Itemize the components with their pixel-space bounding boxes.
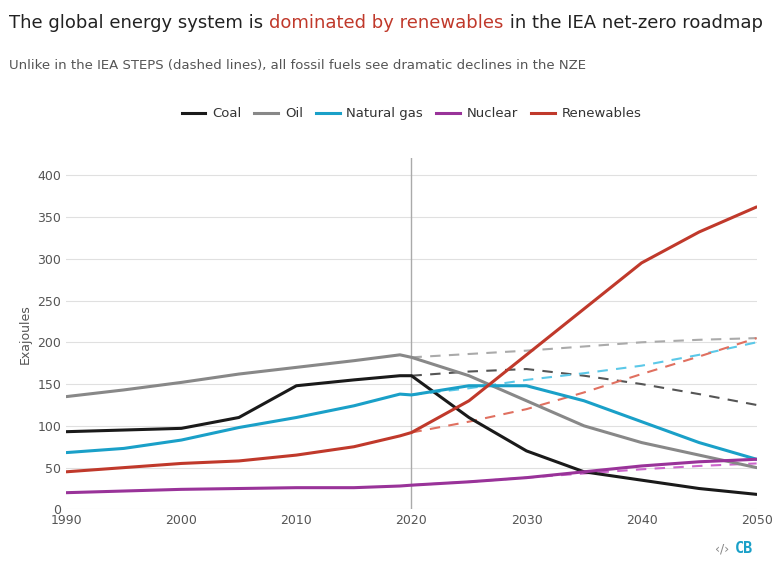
Text: Unlike in the IEA STEPS (dashed lines), all fossil fuels see dramatic declines i: Unlike in the IEA STEPS (dashed lines), …: [9, 59, 587, 72]
Text: dominated by renewables: dominated by renewables: [269, 14, 504, 32]
Text: CB: CB: [735, 541, 753, 556]
Text: ‹/›: ‹/›: [715, 543, 729, 556]
Text: The global energy system is: The global energy system is: [9, 14, 269, 32]
Text: in the IEA net-zero roadmap: in the IEA net-zero roadmap: [504, 14, 763, 32]
Y-axis label: Exajoules: Exajoules: [19, 304, 32, 364]
Legend: Coal, Oil, Natural gas, Nuclear, Renewables: Coal, Oil, Natural gas, Nuclear, Renewab…: [176, 102, 647, 126]
